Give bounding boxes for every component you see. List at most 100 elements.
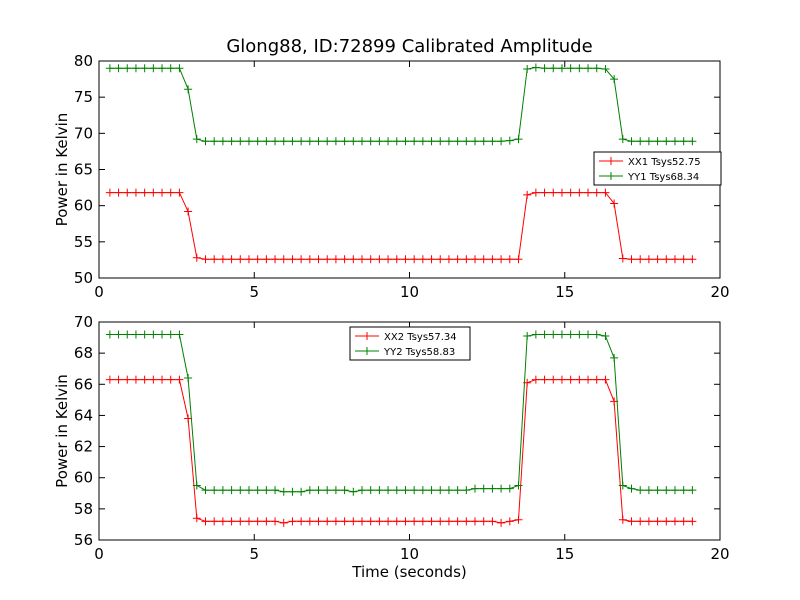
data-point bbox=[436, 486, 445, 495]
data-point bbox=[244, 137, 253, 146]
data-point bbox=[271, 486, 280, 495]
data-point bbox=[271, 517, 280, 526]
x-tick-label: 10 bbox=[400, 545, 419, 563]
data-point bbox=[279, 487, 288, 496]
data-point bbox=[636, 137, 645, 146]
x-tick-label: 0 bbox=[94, 283, 104, 301]
data-point bbox=[297, 517, 306, 526]
data-point bbox=[392, 255, 401, 264]
data-point bbox=[114, 64, 123, 73]
data-point bbox=[166, 375, 175, 384]
panel-1: 0 5 10 15 20 50 55 60 65 70 75 80 Glong88, ID:72899 … bbox=[53, 36, 730, 301]
y-tick-label: 60 bbox=[74, 197, 93, 215]
data-point bbox=[218, 517, 227, 526]
data-point bbox=[262, 137, 271, 146]
data-point bbox=[436, 255, 445, 264]
data-point bbox=[349, 137, 358, 146]
data-point bbox=[218, 137, 227, 146]
data-point bbox=[244, 517, 253, 526]
data-point bbox=[453, 517, 462, 526]
data-point bbox=[123, 188, 132, 197]
data-point bbox=[131, 188, 140, 197]
data-point bbox=[131, 375, 140, 384]
data-point bbox=[514, 135, 523, 144]
data-point bbox=[297, 137, 306, 146]
data-point bbox=[575, 330, 584, 339]
x-tick-label: 10 bbox=[400, 283, 419, 301]
data-point bbox=[158, 64, 167, 73]
data-point bbox=[297, 255, 306, 264]
data-point bbox=[523, 332, 532, 341]
data-point bbox=[314, 486, 323, 495]
data-point bbox=[366, 517, 375, 526]
data-point bbox=[575, 64, 584, 73]
data-point bbox=[662, 517, 671, 526]
data-point bbox=[644, 517, 653, 526]
data-point bbox=[444, 517, 453, 526]
legend-marker bbox=[607, 172, 615, 180]
data-point bbox=[453, 137, 462, 146]
data-point bbox=[679, 517, 688, 526]
data-point bbox=[253, 517, 262, 526]
data-point bbox=[201, 517, 210, 526]
data-point bbox=[149, 188, 158, 197]
data-point bbox=[627, 137, 636, 146]
data-point bbox=[314, 517, 323, 526]
data-point bbox=[662, 486, 671, 495]
data-point bbox=[253, 486, 262, 495]
data-point bbox=[488, 255, 497, 264]
data-point bbox=[531, 330, 540, 339]
data-point bbox=[549, 64, 558, 73]
data-point bbox=[288, 517, 297, 526]
data-point bbox=[453, 486, 462, 495]
y-tick-label: 60 bbox=[74, 469, 93, 487]
data-point bbox=[184, 374, 193, 383]
data-point bbox=[375, 137, 384, 146]
data-point bbox=[340, 517, 349, 526]
data-point bbox=[444, 255, 453, 264]
data-point bbox=[279, 518, 288, 527]
data-point bbox=[514, 255, 523, 264]
data-point bbox=[584, 188, 593, 197]
data-point bbox=[253, 255, 262, 264]
data-point bbox=[636, 517, 645, 526]
data-point bbox=[349, 255, 358, 264]
data-point bbox=[497, 484, 506, 493]
data-point bbox=[158, 375, 167, 384]
data-point bbox=[670, 486, 679, 495]
data-point bbox=[105, 188, 114, 197]
data-point bbox=[427, 137, 436, 146]
data-point bbox=[471, 137, 480, 146]
data-point bbox=[531, 375, 540, 384]
data-point bbox=[497, 518, 506, 527]
data-point bbox=[410, 517, 419, 526]
data-point bbox=[349, 487, 358, 496]
data-point bbox=[505, 517, 514, 526]
data-point bbox=[323, 517, 332, 526]
data-point bbox=[540, 330, 549, 339]
data-point bbox=[488, 137, 497, 146]
data-point bbox=[479, 484, 488, 493]
data-point bbox=[331, 137, 340, 146]
data-point bbox=[584, 375, 593, 384]
y-tick-label: 70 bbox=[74, 124, 93, 142]
data-point bbox=[688, 255, 697, 264]
data-point bbox=[471, 484, 480, 493]
data-point bbox=[566, 64, 575, 73]
data-point bbox=[418, 486, 427, 495]
data-point bbox=[557, 330, 566, 339]
y-tick-label: 70 bbox=[74, 313, 93, 331]
data-point bbox=[523, 190, 532, 199]
data-point bbox=[201, 255, 210, 264]
data-point bbox=[236, 517, 245, 526]
data-point bbox=[436, 517, 445, 526]
data-point bbox=[575, 375, 584, 384]
data-point bbox=[201, 486, 210, 495]
series-line-2-1 bbox=[109, 379, 693, 524]
data-point bbox=[305, 486, 314, 495]
data-point bbox=[549, 375, 558, 384]
data-point bbox=[688, 517, 697, 526]
data-point bbox=[192, 481, 201, 490]
data-point bbox=[262, 255, 271, 264]
